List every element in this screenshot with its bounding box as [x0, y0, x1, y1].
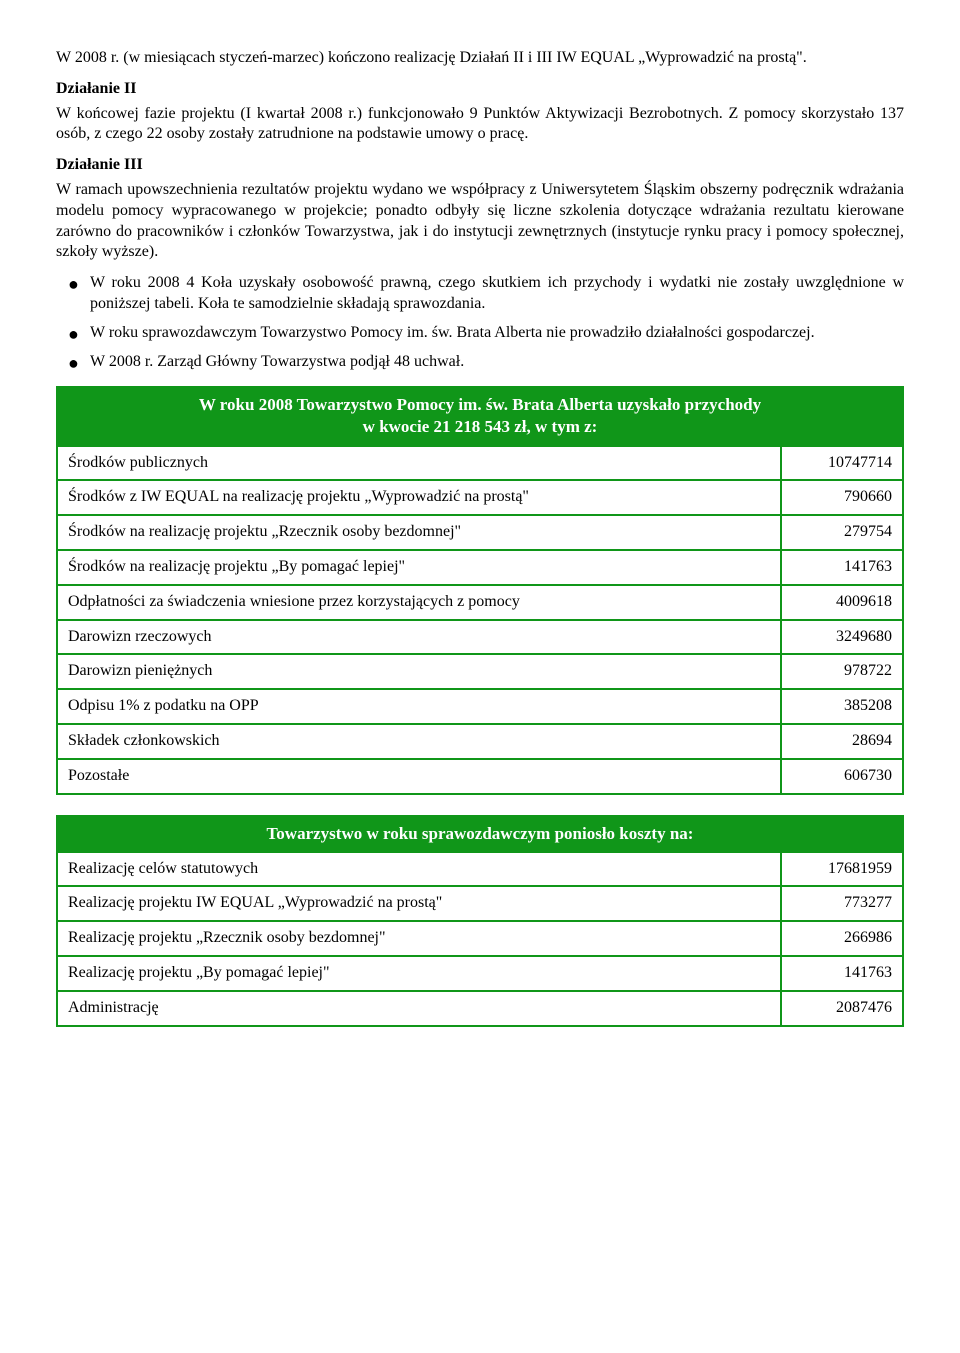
row-value: 606730: [782, 760, 902, 793]
table-row: Środków publicznych10747714: [58, 447, 902, 480]
row-value: 141763: [782, 957, 902, 990]
table-row: Środków na realizację projektu „Rzecznik…: [58, 516, 902, 549]
row-label: Środków publicznych: [58, 447, 780, 480]
row-value: 279754: [782, 516, 902, 549]
row-label: Środków na realizację projektu „By pomag…: [58, 551, 780, 584]
income-table-header: W roku 2008 Towarzystwo Pomocy im. św. B…: [58, 388, 902, 444]
income-table-body: Środków publicznych10747714Środków z IW …: [58, 447, 902, 793]
table-row: Środków na realizację projektu „By pomag…: [58, 551, 902, 584]
table-row: Realizację projektu IW EQUAL „Wyprowadzi…: [58, 887, 902, 920]
row-value: 10747714: [782, 447, 902, 480]
bullet-icon: ●: [68, 275, 79, 293]
row-label: Odpisu 1% z podatku na OPP: [58, 690, 780, 723]
costs-table-body: Realizację celów statutowych17681959Real…: [58, 853, 902, 1025]
bullet-icon: ●: [68, 325, 79, 343]
row-label: Środków na realizację projektu „Rzecznik…: [58, 516, 780, 549]
table-row: Administrację2087476: [58, 992, 902, 1025]
income-header-line1: W roku 2008 Towarzystwo Pomocy im. św. B…: [66, 394, 894, 416]
row-value: 17681959: [782, 853, 902, 886]
row-label: Realizację celów statutowych: [58, 853, 780, 886]
row-value: 28694: [782, 725, 902, 758]
row-value: 385208: [782, 690, 902, 723]
bullet-list: ● W roku 2008 4 Koła uzyskały osobowość …: [56, 273, 904, 372]
income-header-line2: w kwocie 21 218 543 zł, w tym z:: [66, 416, 894, 438]
row-label: Realizację projektu IW EQUAL „Wyprowadzi…: [58, 887, 780, 920]
list-item-text: W roku sprawozdawczym Towarzystwo Pomocy…: [90, 324, 815, 341]
row-label: Darowizn pieniężnych: [58, 655, 780, 688]
row-value: 266986: [782, 922, 902, 955]
row-value: 3249680: [782, 621, 902, 654]
table-row: Realizację projektu „By pomagać lepiej"1…: [58, 957, 902, 990]
list-item-text: W 2008 r. Zarząd Główny Towarzystwa podj…: [90, 353, 464, 370]
row-label: Pozostałe: [58, 760, 780, 793]
table-row: Realizację celów statutowych17681959: [58, 853, 902, 886]
row-value: 978722: [782, 655, 902, 688]
row-value: 141763: [782, 551, 902, 584]
heading-dzialanie-3: Działanie III: [56, 155, 904, 176]
table-row: Środków z IW EQUAL na realizację projekt…: [58, 481, 902, 514]
intro-p3: W ramach upowszechnienia rezultatów proj…: [56, 180, 904, 263]
row-label: Środków z IW EQUAL na realizację projekt…: [58, 481, 780, 514]
row-label: Realizację projektu „By pomagać lepiej": [58, 957, 780, 990]
list-item-text: W roku 2008 4 Koła uzyskały osobowość pr…: [90, 274, 904, 312]
intro-p1: W 2008 r. (w miesiącach styczeń-marzec) …: [56, 48, 904, 69]
row-label: Darowizn rzeczowych: [58, 621, 780, 654]
costs-table-header: Towarzystwo w roku sprawozdawczym ponios…: [58, 817, 902, 851]
row-label: Administrację: [58, 992, 780, 1025]
row-label: Realizację projektu „Rzecznik osoby bezd…: [58, 922, 780, 955]
row-value: 773277: [782, 887, 902, 920]
intro-p2: W końcowej fazie projektu (I kwartał 200…: [56, 104, 904, 146]
list-item: ● W roku 2008 4 Koła uzyskały osobowość …: [56, 273, 904, 315]
table-row: Darowizn rzeczowych3249680: [58, 621, 902, 654]
row-label: Składek członkowskich: [58, 725, 780, 758]
list-item: ● W roku sprawozdawczym Towarzystwo Pomo…: [56, 323, 904, 344]
list-item: ● W 2008 r. Zarząd Główny Towarzystwa po…: [56, 352, 904, 373]
table-row: Odpłatności za świadczenia wniesione prz…: [58, 586, 902, 619]
row-label: Odpłatności za świadczenia wniesione prz…: [58, 586, 780, 619]
row-value: 4009618: [782, 586, 902, 619]
table-row: Darowizn pieniężnych978722: [58, 655, 902, 688]
table-row: Realizację projektu „Rzecznik osoby bezd…: [58, 922, 902, 955]
row-value: 2087476: [782, 992, 902, 1025]
table-row: Pozostałe606730: [58, 760, 902, 793]
bullet-icon: ●: [68, 354, 79, 372]
heading-dzialanie-2: Działanie II: [56, 79, 904, 100]
costs-table: Towarzystwo w roku sprawozdawczym ponios…: [56, 815, 904, 1027]
income-table: W roku 2008 Towarzystwo Pomocy im. św. B…: [56, 386, 904, 794]
table-row: Składek członkowskich28694: [58, 725, 902, 758]
row-value: 790660: [782, 481, 902, 514]
table-row: Odpisu 1% z podatku na OPP385208: [58, 690, 902, 723]
